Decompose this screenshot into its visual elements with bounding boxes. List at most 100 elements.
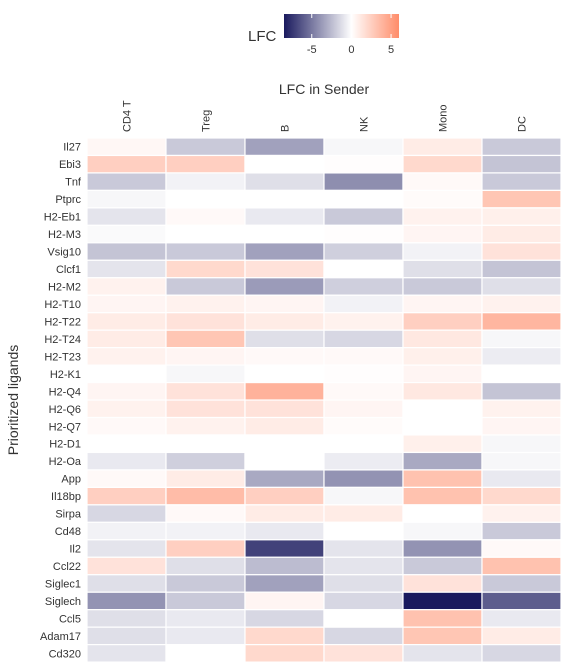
heatmap-cell (323, 574, 404, 593)
heatmap-cell (165, 259, 246, 279)
heatmap-cell (481, 259, 562, 279)
heatmap-cell (481, 154, 562, 174)
heatmap-cell (402, 469, 483, 488)
heatmap-cell (244, 644, 325, 663)
heatmap-cell (165, 154, 246, 174)
heatmap-cell (323, 312, 404, 331)
heatmap-cell (402, 312, 483, 331)
heatmap-cell (86, 451, 167, 471)
heatmap-cell (165, 591, 246, 611)
heatmap-cell (244, 329, 325, 349)
heatmap-cell (323, 172, 404, 192)
heatmap-cell (165, 609, 246, 628)
column-label: NK (359, 116, 371, 132)
heatmap-cell (481, 486, 562, 506)
heatmap-cell (86, 347, 167, 366)
heatmap-cell (402, 609, 483, 628)
heatmap-cell (165, 504, 246, 523)
color-legend: LFC -5 0 5 (248, 14, 399, 56)
heatmap-cell (86, 137, 167, 157)
heatmap-cell (402, 347, 483, 366)
heatmap-cell (165, 242, 246, 261)
heatmap-cell (481, 137, 562, 157)
heatmap-cell (481, 381, 562, 401)
heatmap-cell (86, 242, 167, 261)
row-label: H2-T10 (44, 299, 81, 311)
column-labels: CD4 T Treg B NK Mono DC (122, 100, 529, 132)
row-label: H2-K1 (50, 369, 81, 381)
heatmap-cell (165, 574, 246, 593)
heatmap-cell (481, 539, 562, 558)
heatmap-cell (165, 644, 246, 663)
legend-tick-label: -5 (307, 44, 317, 56)
row-label: Cd320 (49, 648, 81, 660)
heatmap-cell (481, 347, 562, 366)
row-label: H2-Eb1 (44, 212, 81, 224)
heatmap-cell (402, 277, 483, 296)
row-label: H2-Oa (49, 456, 82, 468)
legend-tick-label: 0 (348, 44, 354, 56)
heatmap-cell (481, 312, 562, 331)
heatmap-cell (323, 556, 404, 576)
heatmap-cell (244, 556, 325, 576)
heatmap-cell (165, 294, 246, 314)
column-label: B (280, 125, 292, 132)
heatmap-cell (323, 609, 404, 628)
row-label: H2-D1 (49, 439, 81, 451)
heatmap-cell (402, 486, 483, 506)
heatmap-cell (244, 242, 325, 261)
heatmap-cell (323, 364, 404, 384)
heatmap-cell (244, 451, 325, 471)
heatmap-cell (323, 224, 404, 244)
row-label: Ccl22 (53, 561, 81, 573)
row-label: Vsig10 (47, 247, 81, 259)
heatmap-cell (165, 329, 246, 349)
heatmap-cell (481, 521, 562, 541)
heatmap-cell (481, 626, 562, 646)
heatmap-cell (86, 399, 167, 419)
heatmap-cell (323, 381, 404, 401)
heatmap-cell (481, 294, 562, 314)
heatmap-cell (481, 329, 562, 349)
heatmap-cell (323, 644, 404, 663)
row-label: H2-Q6 (49, 404, 81, 416)
row-label: Siglec1 (45, 578, 81, 590)
heatmap-cells (86, 137, 562, 663)
row-label: Sirpa (55, 509, 82, 521)
heatmap-cell (244, 521, 325, 541)
heatmap-cell (244, 434, 325, 454)
legend-title: LFC (248, 28, 277, 45)
heatmap-cell (165, 364, 246, 384)
row-label: H2-Q7 (49, 421, 81, 433)
heatmap-cell (323, 207, 404, 226)
heatmap-cell (402, 224, 483, 244)
row-labels: Il27 Ebi3 Tnf Ptprc H2-Eb1 H2-M3 Vsig10 Clcf1 H2… (40, 142, 82, 661)
heatmap-cell (402, 329, 483, 349)
heatmap-cell (402, 416, 483, 436)
heatmap-cell (244, 416, 325, 436)
heatmap-cell (86, 626, 167, 646)
heatmap-cell (481, 609, 562, 628)
heatmap-cell (244, 154, 325, 174)
heatmap-cell (481, 399, 562, 419)
heatmap-cell (323, 154, 404, 174)
heatmap-cell (481, 224, 562, 244)
heatmap-cell (244, 312, 325, 331)
heatmap-cell (86, 207, 167, 226)
heatmap-cell (86, 154, 167, 174)
heatmap-cell (402, 626, 483, 646)
row-label: Ccl5 (59, 613, 81, 625)
heatmap-cell (165, 486, 246, 506)
row-label: Clcf1 (56, 264, 81, 276)
column-label: CD4 T (122, 100, 134, 132)
heatmap-cell (86, 277, 167, 296)
heatmap-cell (244, 207, 325, 226)
heatmap-cell (481, 416, 562, 436)
heatmap-cell (86, 486, 167, 506)
heatmap-cell (244, 609, 325, 628)
heatmap-cell (165, 224, 246, 244)
heatmap-cell (165, 539, 246, 558)
heatmap-cell (244, 277, 325, 296)
heatmap-cell (244, 347, 325, 366)
heatmap-cell (323, 434, 404, 454)
